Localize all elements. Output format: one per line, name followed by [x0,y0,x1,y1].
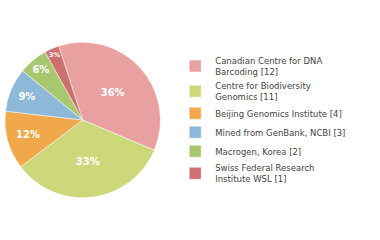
svg-text:Macrogen, Korea [2]: Macrogen, Korea [2] [215,147,301,157]
svg-text:Canadian Centre for DNABarcodi: Canadian Centre for DNABarcoding [12] [215,56,322,77]
svg-text:12%: 12% [16,129,40,140]
svg-text:Centre for BiodiversityGenomic: Centre for BiodiversityGenomics [11] [215,81,311,102]
svg-text:Beijing Genomics Institute [4]: Beijing Genomics Institute [4] [215,109,342,119]
svg-text:3%: 3% [49,51,61,59]
svg-text:36%: 36% [101,87,125,98]
svg-text:6%: 6% [32,64,49,75]
svg-text:9%: 9% [18,91,35,102]
svg-text:Swiss Federal ResearchInstitut: Swiss Federal ResearchInstitute WSL [1] [215,163,314,184]
svg-text:Mined from GenBank, NCBI [3]: Mined from GenBank, NCBI [3] [215,128,345,138]
svg-text:33%: 33% [76,156,100,167]
